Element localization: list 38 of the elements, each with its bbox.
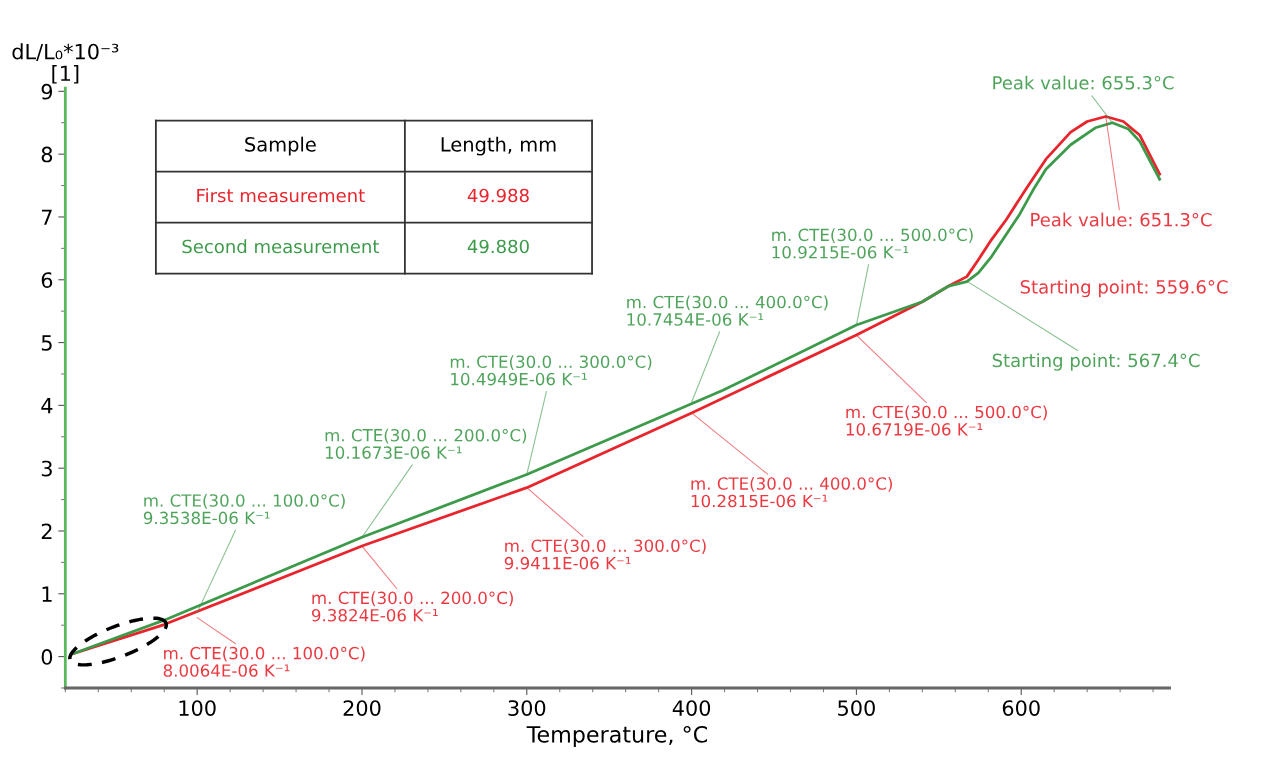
x-tick-label: 600 [1002,700,1040,716]
y-tick-label: 2 [41,523,52,539]
x-tick-label: 300 [508,700,546,716]
annotation: m. CTE(30.0 ... 400.0°C) 10.2815E-06 K⁻¹ [691,476,892,508]
annotation: m. CTE(30.0 ... 500.0°C) 10.9215E-06 K⁻¹ [772,228,973,259]
annotation: m. CTE(30.0 ... 100.0°C) 9.3538E-06 K⁻¹ [143,493,345,525]
x-tick-label: 200 [343,700,381,716]
y-tick-label: 5 [41,335,52,351]
x-tick-label: 500 [838,700,875,716]
y-axis-title: dL/L₀*10⁻³ [1] [12,43,119,84]
y-tick-label: 4 [41,398,53,414]
annotation: m. CTE(30.0 ... 300.0°C) 10.4949E-06 K⁻¹ [450,355,652,386]
annotation: m. CTE(30.0 ... 500.0°C) 10.6719E-06 K⁻¹ [846,405,1047,436]
annotation: Length, mm [441,136,556,156]
annotation: Starting point: 567.4°C [992,353,1200,371]
annotation: Starting point: 559.6°C [1020,279,1228,298]
x-tick-label: 100 [179,700,216,716]
y-tick-label: 1 [42,586,52,602]
annotation: m. CTE(30.0 ... 400.0°C) 10.7454E-06 K⁻¹ [627,295,828,326]
y-tick-label: 6 [41,272,53,288]
y-tick-label: 9 [41,83,53,100]
annotation: m. CTE(30.0 ... 100.0°C) 8.0064E-06 K⁻¹ [163,646,365,677]
x-axis-title: Temperature, °C [526,725,707,748]
text: Second measurement [182,239,380,254]
annotation: 49.880 [467,239,529,254]
annotation: Sample [245,136,316,156]
annotation: Peak value: 651.3°C [1031,212,1212,227]
annotation: 49.988 [467,188,529,203]
x-tick-label: 400 [672,700,711,716]
annotation: m. CTE(30.0 ... 200.0°C) 9.3824E-06 K⁻¹ [311,591,513,622]
annotation: m. CTE(30.0 ... 300.0°C) 9.9411E-06 K⁻¹ [504,539,706,570]
y-tick-label: 7 [41,209,52,225]
annotation: m. CTE(30.0 ... 200.0°C) 10.1673E-06 K⁻¹ [325,428,527,459]
y-tick-label: 8 [41,146,53,163]
annotation: Peak value: 655.3°C [993,75,1174,90]
text: First measurement [197,188,365,203]
y-tick-label: 3 [41,460,52,477]
y-tick-label: 0 [41,649,53,665]
